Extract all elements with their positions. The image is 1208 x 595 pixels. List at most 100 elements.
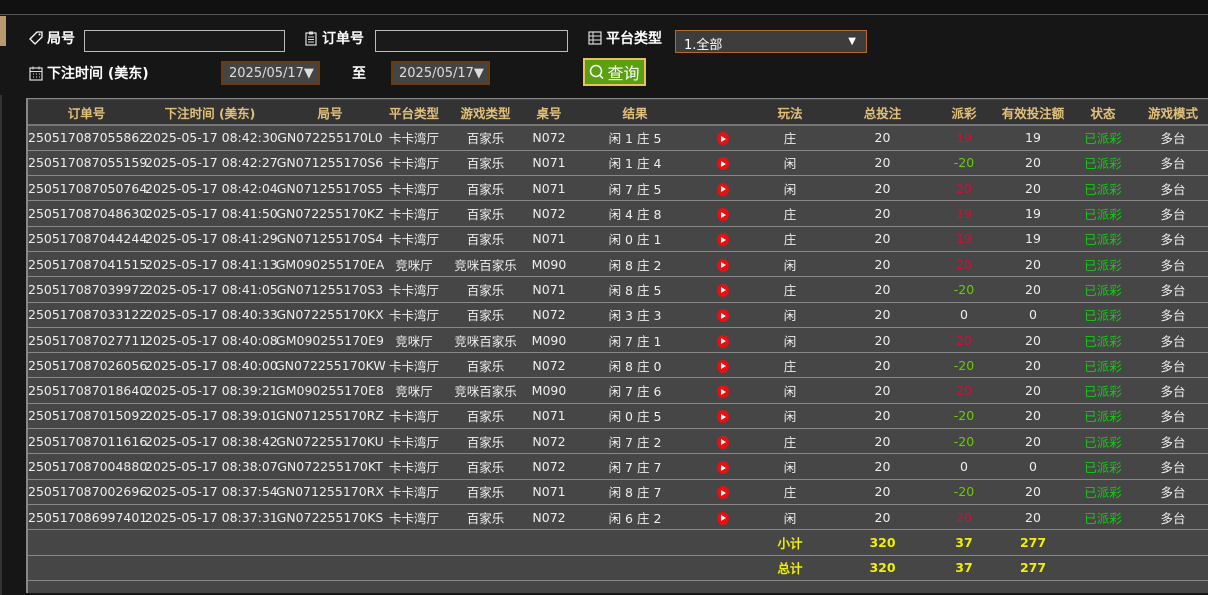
cell-payout: 19 (930, 226, 998, 252)
cell-bet-type: 闲 (745, 175, 835, 202)
cell-replay[interactable] (700, 175, 745, 202)
round-input[interactable] (84, 30, 285, 52)
header-table-no[interactable]: 桌号 (528, 100, 570, 126)
cell-replay[interactable] (700, 302, 745, 328)
side-tab[interactable] (0, 16, 6, 46)
header-status[interactable]: 状态 (1068, 100, 1138, 126)
cell-bet-time: 2025-05-17 08:41:05 (145, 276, 278, 303)
table-row[interactable]: 250517087048630 2025-05-17 08:41:50 GN0722… (28, 200, 1208, 227)
cell-bet-type: 庄 (745, 200, 835, 227)
cell-order-no: 250517087041515 (28, 251, 147, 278)
cell-platform: 卡卡湾厅 (385, 302, 443, 328)
cell-game-mode: 多台 (1138, 504, 1208, 531)
video-play-icon[interactable] (716, 461, 729, 474)
cell-bet-time: 2025-05-17 08:41:29 (145, 226, 278, 252)
cell-result: 闲 3 庄 3 (570, 302, 700, 328)
video-play-icon[interactable] (716, 410, 729, 424)
video-play-icon[interactable] (716, 157, 729, 171)
cell-replay[interactable] (700, 327, 745, 354)
table-row[interactable]: 250517087002696 2025-05-17 08:37:54 GN0712… (28, 479, 1208, 505)
date-to-picker[interactable]: 2025/05/17▼ (391, 61, 490, 85)
order-input[interactable] (375, 30, 568, 52)
table-row[interactable]: 250517087050764 2025-05-17 08:42:04 GN0712… (28, 175, 1208, 202)
date-from-picker[interactable]: 2025/05/17▼ (221, 61, 320, 85)
video-play-icon[interactable] (716, 283, 729, 297)
header-total-bet[interactable]: 总投注 (835, 100, 930, 126)
cell-valid-bet: 19 (998, 226, 1068, 252)
cell-replay[interactable] (700, 226, 745, 252)
cell-table-no: N071 (528, 150, 570, 177)
cell-payout: 0 (930, 453, 998, 480)
header-game-mode[interactable]: 游戏模式 (1138, 100, 1208, 126)
table-row[interactable]: 250517087041515 2025-05-17 08:41:13 GM0902… (28, 251, 1208, 278)
cell-replay[interactable] (700, 352, 745, 379)
table-row[interactable]: 250517087055862 2025-05-17 08:42:30 GN0722… (28, 125, 1208, 151)
header-valid-bet[interactable]: 有效投注额 (998, 100, 1068, 126)
subtotal-row: 小计 320 37 277 (28, 529, 1208, 556)
cell-game-mode: 多台 (1138, 226, 1208, 252)
cell-round-no: GN071255170S5 (275, 175, 385, 202)
cell-order-no: 250517087033122 (28, 302, 147, 328)
video-play-icon[interactable] (716, 182, 729, 196)
search-button[interactable]: 查询 (583, 58, 646, 86)
cell-game-mode: 多台 (1138, 453, 1208, 480)
video-play-icon[interactable] (716, 208, 729, 222)
cell-replay[interactable] (700, 403, 745, 430)
cell-total-bet: 20 (835, 327, 930, 354)
video-play-icon[interactable] (716, 385, 729, 399)
cell-result: 闲 7 庄 6 (570, 377, 700, 404)
platform-select[interactable]: 1.全部 ▼ (675, 30, 867, 53)
cell-replay[interactable] (700, 125, 745, 151)
video-play-icon[interactable] (716, 359, 729, 373)
table-row[interactable]: 250517087018640 2025-05-17 08:39:21 GM0902… (28, 377, 1208, 404)
cell-valid-bet: 20 (998, 352, 1068, 379)
header-order-no[interactable]: 订单号 (28, 100, 145, 126)
header-game-type[interactable]: 游戏类型 (443, 100, 528, 126)
table-row[interactable]: 250517087027711 2025-05-17 08:40:08 GM0902… (28, 327, 1208, 354)
header-bet-time[interactable]: 下注时间 (美东) (145, 100, 275, 126)
cell-bet-time: 2025-05-17 08:42:30 (145, 125, 278, 151)
table-row[interactable]: 250517087026056 2025-05-17 08:40:00 GN0722… (28, 352, 1208, 379)
header-replay[interactable] (700, 100, 745, 126)
cell-platform: 卡卡湾厅 (385, 200, 443, 227)
cell-replay[interactable] (700, 200, 745, 227)
video-play-icon[interactable] (716, 435, 729, 449)
cell-round-no: GM090255170EA (275, 251, 385, 278)
cell-replay[interactable] (700, 377, 745, 404)
cell-valid-bet: 20 (998, 327, 1068, 354)
cell-replay[interactable] (700, 276, 745, 303)
table-row[interactable]: 250517086997401 2025-05-17 08:37:31 GN0722… (28, 504, 1208, 531)
table-row[interactable]: 250517087015092 2025-05-17 08:39:01 GN0712… (28, 403, 1208, 430)
cell-replay[interactable] (700, 504, 745, 531)
top-bar (0, 0, 1208, 15)
header-bet-type[interactable]: 玩法 (745, 100, 835, 126)
header-round-no[interactable]: 局号 (275, 100, 385, 126)
video-play-icon[interactable] (716, 334, 729, 348)
table-row[interactable]: 250517087011616 2025-05-17 08:38:42 GN0722… (28, 428, 1208, 455)
empty-cell (528, 555, 570, 581)
video-play-icon[interactable] (716, 258, 729, 272)
video-play-icon[interactable] (716, 132, 729, 146)
cell-replay[interactable] (700, 251, 745, 278)
cell-round-no: GN072255170L0 (275, 125, 385, 151)
header-payout[interactable]: 派彩 (930, 100, 998, 126)
table-row[interactable]: 250517087004880 2025-05-17 08:38:07 GN0722… (28, 453, 1208, 480)
video-play-icon[interactable] (716, 233, 729, 247)
cell-replay[interactable] (700, 428, 745, 455)
cell-replay[interactable] (700, 150, 745, 177)
header-result[interactable]: 结果 (570, 100, 700, 126)
video-play-icon[interactable] (716, 486, 729, 500)
table-row[interactable]: 250517087044244 2025-05-17 08:41:29 GN0712… (28, 226, 1208, 252)
video-play-icon[interactable] (716, 309, 729, 323)
table-row[interactable]: 250517087055159 2025-05-17 08:42:27 GN0712… (28, 150, 1208, 177)
cell-replay[interactable] (700, 479, 745, 505)
order-label-text: 订单号 (322, 31, 364, 47)
video-play-icon[interactable] (716, 511, 729, 525)
cell-result: 闲 1 庄 5 (570, 125, 700, 151)
table-row[interactable]: 250517087033122 2025-05-17 08:40:33 GN0722… (28, 302, 1208, 328)
cell-bet-time: 2025-05-17 08:39:21 (145, 377, 278, 404)
table-row[interactable]: 250517087039972 2025-05-17 08:41:05 GN0712… (28, 276, 1208, 303)
cell-replay[interactable] (700, 453, 745, 480)
cell-order-no: 250517087015092 (28, 403, 147, 430)
header-platform[interactable]: 平台类型 (385, 100, 443, 126)
